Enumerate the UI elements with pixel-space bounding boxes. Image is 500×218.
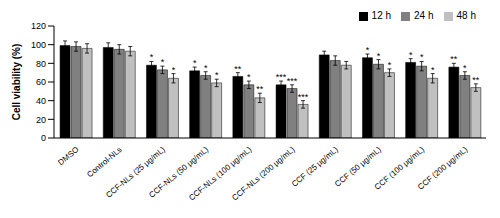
svg-text:**: ** <box>256 84 264 94</box>
svg-text:*: * <box>420 52 424 62</box>
html-text:48 h: 48 h <box>456 10 476 21</box>
svg-text:*: * <box>193 58 197 68</box>
svg-text:CCF-NLs (50 μg/mL): CCF-NLs (50 μg/mL) <box>147 145 211 200</box>
svg-text:*: * <box>388 60 392 70</box>
html-text:24 h: 24 h <box>414 10 434 21</box>
svg-text:20: 20 <box>36 115 46 125</box>
svg-text:100: 100 <box>31 40 46 50</box>
svg-text:*: * <box>172 65 176 75</box>
svg-text:120: 120 <box>31 21 46 31</box>
svg-text:*: * <box>161 57 165 67</box>
svg-text:*: * <box>409 50 413 60</box>
svg-text:***: *** <box>298 92 309 102</box>
svg-text:***: *** <box>287 76 298 86</box>
svg-text:40: 40 <box>36 96 46 106</box>
svg-text:CCF (200 μg/mL): CCF (200 μg/mL) <box>416 145 470 192</box>
svg-text:***: *** <box>276 72 287 82</box>
svg-text:CCF-NLs (200 μg/mL): CCF-NLs (200 μg/mL) <box>230 145 296 203</box>
svg-text:60: 60 <box>36 77 46 87</box>
svg-text:DMSO: DMSO <box>56 145 80 167</box>
svg-text:CCF (50 μg/mL): CCF (50 μg/mL) <box>333 145 383 189</box>
svg-text:CCF (100 μg/mL): CCF (100 μg/mL) <box>372 145 427 192</box>
svg-text:*: * <box>215 70 219 80</box>
svg-text:*: * <box>463 63 467 73</box>
svg-text:*: * <box>431 65 435 75</box>
svg-text:Control-NLs: Control-NLs <box>85 145 123 179</box>
svg-text:CCF (25 μg/mL): CCF (25 μg/mL) <box>289 145 340 189</box>
svg-text:0: 0 <box>41 133 46 143</box>
svg-text:CCF-NLs (25 μg/mL): CCF-NLs (25 μg/mL) <box>104 145 167 200</box>
svg-text:*: * <box>377 51 381 61</box>
svg-text:*: * <box>366 45 370 55</box>
svg-text:80: 80 <box>36 59 46 69</box>
svg-text:*: * <box>150 52 154 62</box>
svg-text:*: * <box>204 63 208 73</box>
svg-text:**: ** <box>472 75 480 85</box>
svg-text:**: ** <box>450 54 458 64</box>
svg-text:Cell viability (%): Cell viability (%) <box>11 44 22 121</box>
svg-text:**: ** <box>234 64 242 74</box>
html-text:12 h: 12 h <box>371 10 392 21</box>
svg-text:CCF-NLs (100 μg/mL): CCF-NLs (100 μg/mL) <box>187 145 254 203</box>
svg-text:*: * <box>247 72 251 82</box>
